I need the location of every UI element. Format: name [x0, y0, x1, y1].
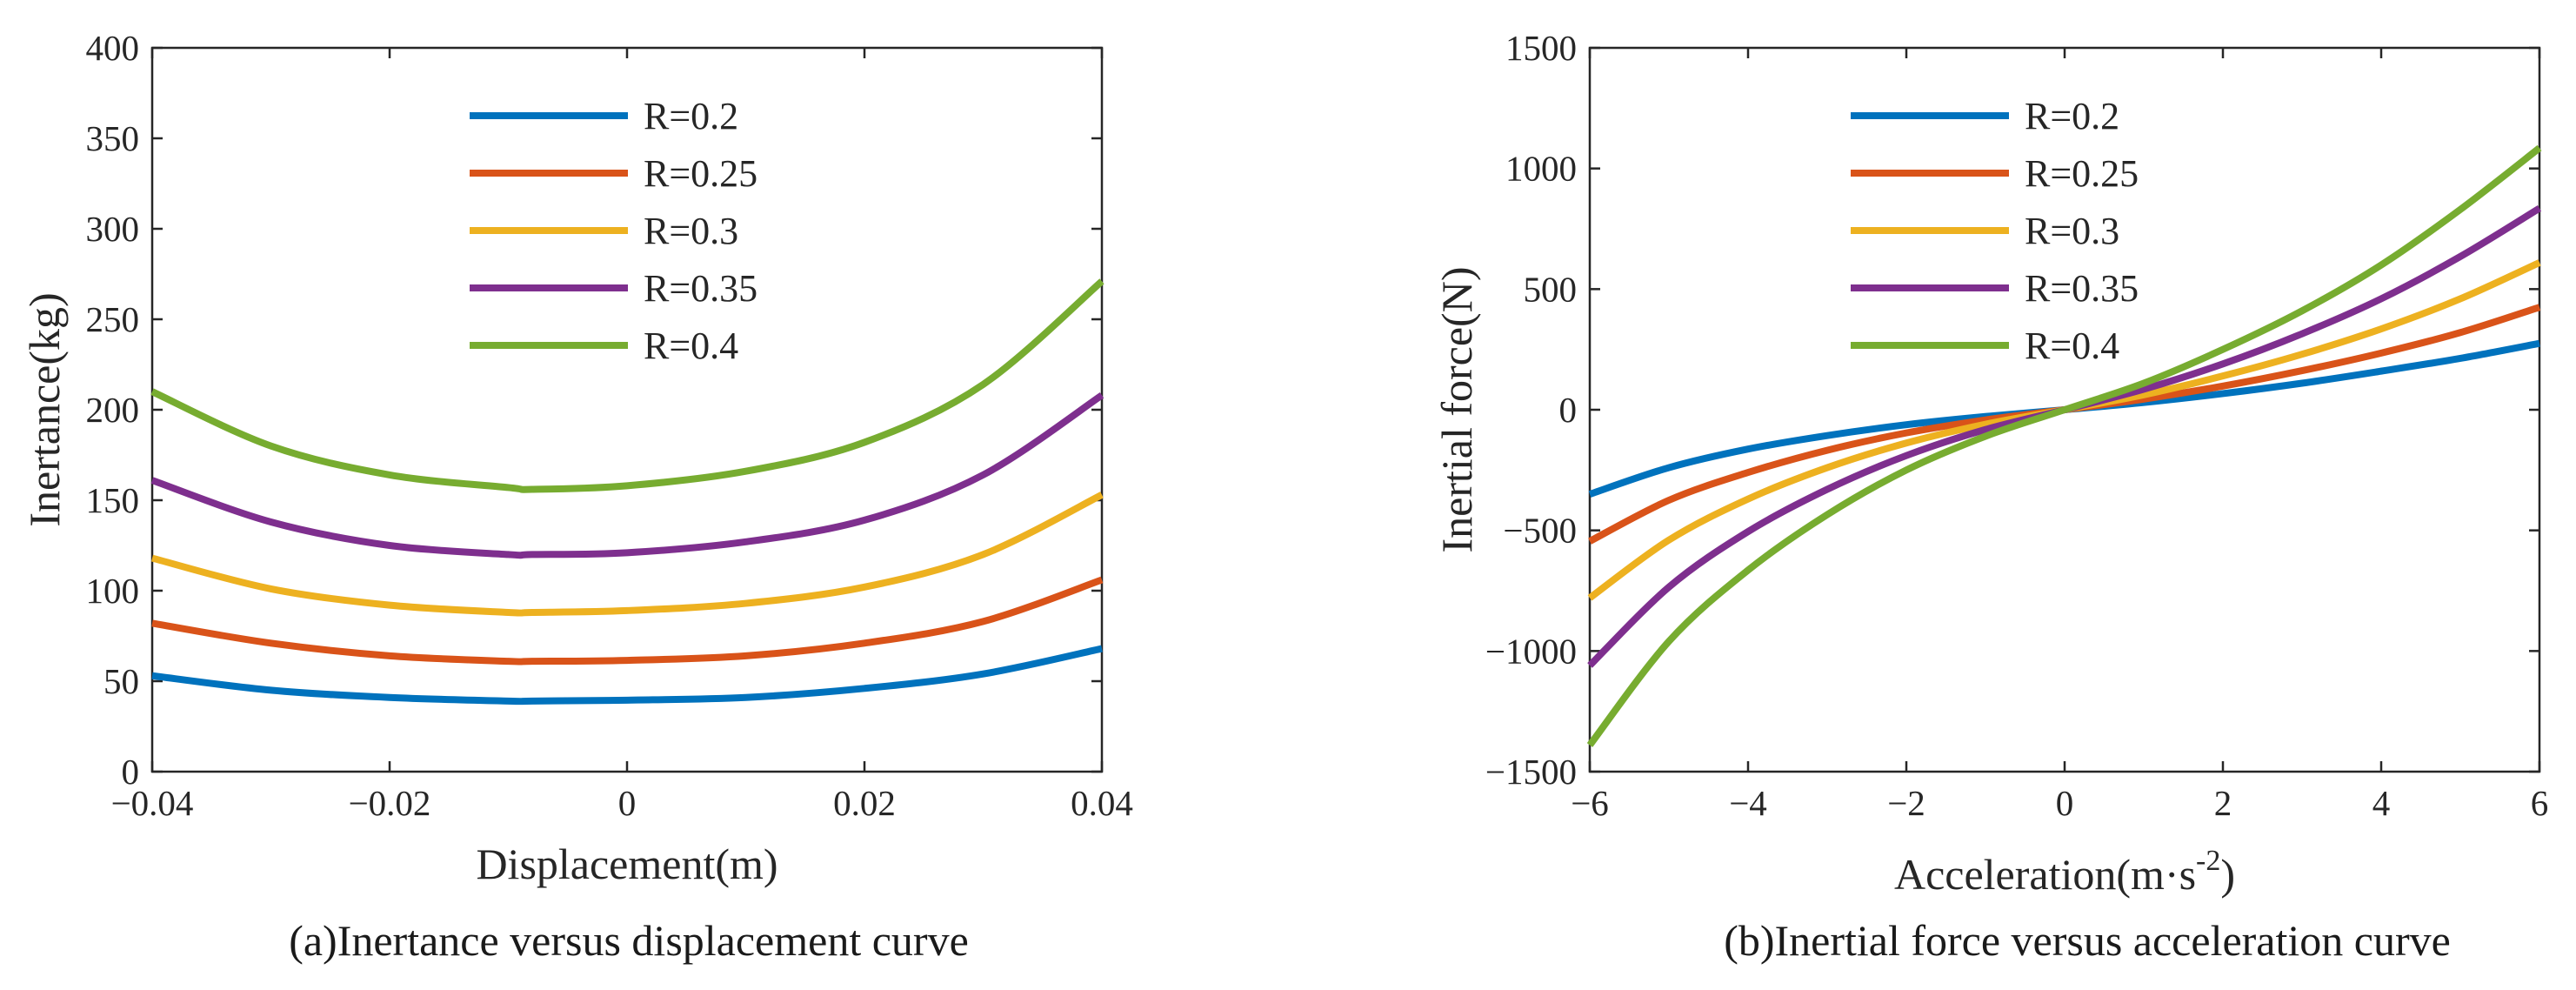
chart-b-y-tick-label: 500 — [1524, 269, 1578, 309]
chart-a-y-tick-label: 250 — [86, 299, 140, 339]
chart-b-series-line — [1586, 144, 2542, 747]
legend-label: R=0.4 — [2025, 324, 2119, 367]
chart-a-y-tick-label: 200 — [86, 390, 140, 430]
legend-label: R=0.25 — [2025, 152, 2139, 195]
chart-a-y-tick-label: 150 — [86, 480, 140, 520]
chart-a-series-line — [150, 392, 1104, 559]
chart-a-series-line — [150, 492, 1104, 617]
legend-label: R=0.4 — [644, 324, 738, 367]
chart-b-y-tick-label: −1500 — [1485, 752, 1577, 792]
legend-label: R=0.25 — [644, 152, 757, 195]
chart-a-x-tick-label: 0 — [618, 783, 637, 823]
chart-a-x-tick-label: 0.02 — [833, 783, 896, 823]
chart-b: −6 −4 −2 0 2 4 6 −1500 −1000 −500 0 500 1000 1500 R=0… — [1432, 28, 2548, 965]
chart-a-series-line — [151, 645, 1103, 706]
chart-b-y-tick-label: 0 — [1559, 390, 1578, 430]
chart-a-y-tick-label: 400 — [86, 28, 140, 68]
chart-b-x-axis-label: Acceleration(m·s-2) — [1894, 845, 2235, 899]
legend-label: R=0.3 — [644, 210, 738, 252]
chart-b-x-tick-label: −4 — [1729, 783, 1767, 823]
chart-a-y-axis-label: Inertance(kg) — [20, 292, 69, 526]
chart-a-series-line — [150, 278, 1104, 493]
chart-a-y-tick-label: 50 — [103, 661, 139, 701]
chart-a-caption: (a)Inertance versus displacement curve — [289, 916, 969, 965]
chart-b-x-tick-label: −6 — [1571, 783, 1609, 823]
chart-b-x-tick-label: 0 — [2056, 783, 2074, 823]
chart-a-y-tick-label: 350 — [86, 118, 140, 158]
chart-b-legend: R=0.2 R=0.25 R=0.3 R=0.35 R=0.4 — [1851, 95, 2139, 367]
chart-a-x-axis-label: Displacement(m) — [476, 839, 777, 888]
chart-a-y-tick-label: 0 — [122, 752, 140, 792]
legend-label: R=0.2 — [644, 95, 738, 137]
chart-b-x-tick-label: 4 — [2372, 783, 2391, 823]
chart-b-x-tick-label: −2 — [1887, 783, 1925, 823]
chart-a-series-line — [151, 576, 1104, 666]
chart-b-x-tick-label: 6 — [2531, 783, 2549, 823]
chart-a-x-tick-label: −0.02 — [349, 783, 431, 823]
chart-a-y-tick-label: 100 — [86, 571, 140, 611]
chart-b-x-tick-label: 2 — [2214, 783, 2232, 823]
legend-label: R=0.35 — [2025, 267, 2139, 310]
chart-a-legend: R=0.2 R=0.25 R=0.3 R=0.35 R=0.4 — [470, 95, 757, 367]
chart-b-y-tick-label: −500 — [1503, 511, 1577, 551]
chart-b-y-tick-label: −1000 — [1485, 631, 1577, 671]
legend-label: R=0.35 — [644, 267, 757, 310]
chart-a-x-tick-label: 0.04 — [1071, 783, 1133, 823]
chart-b-y-tick-label: 1000 — [1505, 149, 1577, 189]
chart-a: −0.04 −0.02 0 0.02 0.04 0 50 100 150 200 250 300 350… — [20, 28, 1133, 965]
chart-a-x-tick-label: −0.04 — [111, 783, 194, 823]
chart-a-y-tick-label: 300 — [86, 209, 140, 249]
legend-label: R=0.2 — [2025, 95, 2119, 137]
chart-b-caption: (b)Inertial force versus acceleration cu… — [1724, 916, 2451, 965]
chart-b-y-tick-label: 1500 — [1505, 28, 1577, 68]
chart-b-y-axis-label: Inertial force(N) — [1432, 267, 1481, 553]
legend-label: R=0.3 — [2025, 210, 2119, 252]
